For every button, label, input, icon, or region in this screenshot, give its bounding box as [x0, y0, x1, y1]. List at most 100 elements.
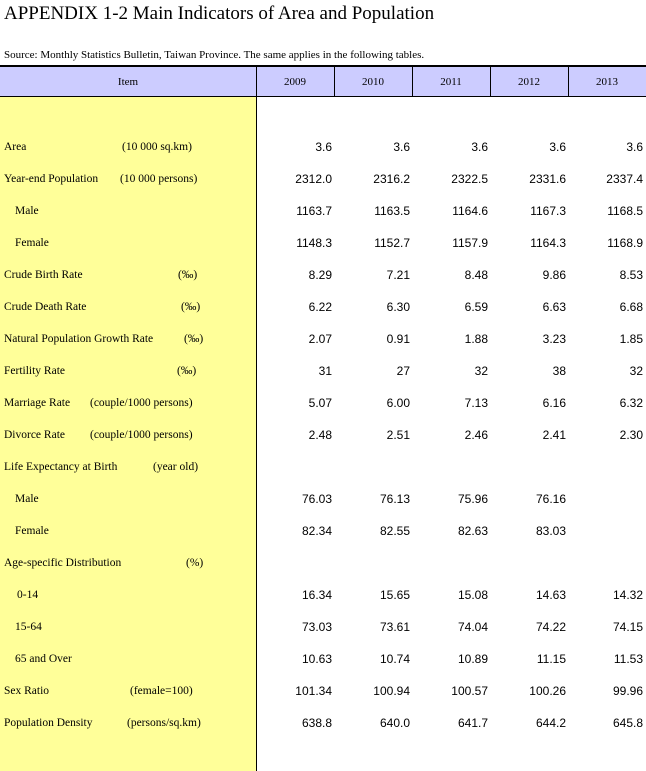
row-value-2012: 1164.3 — [530, 236, 566, 250]
row-label: Marriage Rate — [4, 397, 71, 409]
row-value-2013: 32 — [629, 364, 643, 378]
table-header — [0, 67, 646, 97]
row-value-2009: 1148.3 — [296, 236, 332, 250]
table-row: Population Density (persons/sq.km) 638.8 64… — [0, 707, 646, 739]
table-row: 0-14 16.34 15.65 15.08 14.63 14.32 — [0, 579, 646, 611]
row-value-2011: 3.6 — [471, 140, 488, 154]
row-value-2013: 3.6 — [626, 140, 643, 154]
row-label: Year-end Population — [4, 173, 99, 185]
row-label: Area — [4, 141, 27, 153]
table-row: Divorce Rate (couple/1000 persons) 2.48 2.5… — [0, 419, 646, 451]
row-value-2012 — [506, 451, 566, 483]
row-value-2009: 6.22 — [308, 300, 332, 314]
row-value-2009: 1163.7 — [296, 204, 332, 218]
row-value-2011: 100.57 — [451, 684, 488, 698]
row-value-2013: 14.32 — [612, 588, 643, 602]
row-value-2010: 2.51 — [386, 428, 410, 442]
row-value-2012: 6.63 — [542, 300, 566, 314]
header-year-2013: 2013 — [596, 76, 618, 88]
row-value-2013: 2337.4 — [606, 172, 643, 186]
table-row: Marriage Rate (couple/1000 persons) 5.07 6.… — [0, 387, 646, 419]
row-value-2010 — [350, 547, 410, 579]
header-year-2011: 2011 — [440, 76, 462, 88]
table-row: Life Expectancy at Birth (year old) — [0, 451, 646, 483]
header-divider — [334, 67, 335, 97]
row-label: Life Expectancy at Birth — [4, 461, 118, 473]
table-row: Natural Population Growth Rate (‰) 2.07 0.9… — [0, 323, 646, 355]
row-label: 65 and Over — [15, 653, 72, 665]
row-unit: (couple/1000 persons) — [90, 429, 193, 441]
row-value-2012: 9.86 — [542, 268, 566, 282]
row-unit: (‰) — [181, 301, 201, 313]
row-value-2013 — [583, 515, 643, 547]
row-label: 0-14 — [17, 589, 39, 601]
row-value-2012 — [506, 547, 566, 579]
row-value-2011: 2.46 — [464, 428, 488, 442]
row-value-2010: 1152.7 — [374, 236, 410, 250]
row-value-2012: 74.22 — [535, 620, 566, 634]
header-item: Item — [117, 76, 139, 88]
header-year-2010: 2010 — [362, 76, 384, 88]
row-value-2009: 76.03 — [301, 492, 332, 506]
item-column-separator — [256, 67, 257, 771]
row-label: Population Density — [4, 717, 93, 729]
row-value-2012: 14.63 — [535, 588, 566, 602]
row-label: Male — [15, 205, 39, 217]
row-value-2011: 1164.6 — [452, 204, 488, 218]
table-row: Sex Ratio (female=100) 101.34 100.94 100.57 1… — [0, 675, 646, 707]
row-unit: (couple/1000 persons) — [90, 397, 193, 409]
row-value-2013 — [583, 451, 643, 483]
table-row: 15-64 73.03 73.61 74.04 74.22 74.15 — [0, 611, 646, 643]
row-value-2011: 32 — [474, 364, 488, 378]
row-unit: (‰) — [178, 269, 198, 281]
row-label: Male — [15, 493, 39, 505]
row-value-2011: 2322.5 — [451, 172, 488, 186]
table-row: Crude Death Rate (‰) 6.22 6.30 6.59 6.63 6.68 — [0, 291, 646, 323]
row-value-2009: 5.07 — [308, 396, 332, 410]
table-row: Female 1148.3 1152.7 1157.9 1164.3 1168.9 — [0, 227, 646, 259]
row-value-2010: 3.6 — [393, 140, 410, 154]
row-value-2012: 6.16 — [542, 396, 566, 410]
table-row: Year-end Population (10 000 persons) 2312.… — [0, 163, 646, 195]
row-unit: (‰) — [184, 333, 204, 345]
row-value-2013: 11.53 — [613, 652, 643, 666]
row-value-2011: 10.89 — [457, 652, 488, 666]
row-label: Divorce Rate — [4, 429, 65, 441]
row-value-2011: 74.04 — [457, 620, 488, 634]
header-year-2009: 2009 — [284, 76, 306, 88]
row-value-2010: 2316.2 — [373, 172, 410, 186]
row-value-2010: 82.55 — [379, 524, 410, 538]
header-bottom-rule — [0, 96, 646, 97]
row-value-2009: 2312.0 — [295, 172, 332, 186]
row-value-2012: 76.16 — [535, 492, 566, 506]
row-value-2013: 645.8 — [612, 716, 643, 730]
row-value-2011 — [428, 547, 488, 579]
table-row: Female 82.34 82.55 82.63 83.03 — [0, 515, 646, 547]
row-value-2009: 8.29 — [308, 268, 332, 282]
row-unit: (year old) — [153, 461, 199, 473]
row-value-2011 — [428, 451, 488, 483]
row-value-2010: 6.00 — [386, 396, 410, 410]
row-value-2010: 7.21 — [386, 268, 410, 282]
row-value-2013: 1168.9 — [607, 236, 643, 250]
table-row: Fertility Rate (‰) 31 27 32 38 32 — [0, 355, 646, 387]
row-value-2011: 75.96 — [457, 492, 488, 506]
source-note: Source: Monthly Statistics Bulletin, Tai… — [4, 49, 425, 61]
row-value-2013: 1168.5 — [607, 204, 643, 218]
row-value-2012: 2.41 — [542, 428, 566, 442]
row-value-2009: 101.34 — [295, 684, 332, 698]
row-value-2012: 38 — [552, 364, 566, 378]
row-value-2013 — [583, 547, 643, 579]
row-value-2009: 638.8 — [301, 716, 332, 730]
row-value-2013: 74.15 — [612, 620, 643, 634]
header-year-2012: 2012 — [518, 76, 540, 88]
row-value-2012: 644.2 — [535, 716, 566, 730]
row-value-2009: 82.34 — [301, 524, 332, 538]
table-row: 65 and Over 10.63 10.74 10.89 11.15 11.53 — [0, 643, 646, 675]
row-value-2009: 2.48 — [308, 428, 332, 442]
row-value-2011: 8.48 — [464, 268, 488, 282]
row-value-2012: 1167.3 — [530, 204, 566, 218]
row-label: Crude Birth Rate — [4, 269, 83, 281]
page-title: APPENDIX 1-2 Main Indicators of Area and… — [4, 3, 435, 24]
row-value-2012: 100.26 — [529, 684, 566, 698]
